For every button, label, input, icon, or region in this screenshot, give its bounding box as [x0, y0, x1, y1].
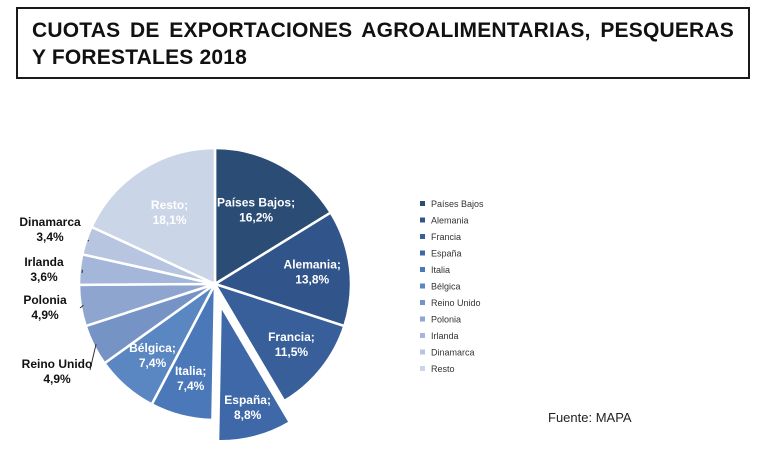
- legend-label-dinamarca: Dinamarca: [431, 348, 475, 358]
- legend-swatch-italia: [420, 267, 425, 272]
- data-label-paises-bajos: Países Bajos; 16,2%: [217, 195, 295, 224]
- legend-swatch-francia: [420, 234, 425, 239]
- legend-swatch-reino-unido: [420, 300, 425, 305]
- data-label-espana: España; 8,8%: [224, 393, 271, 422]
- leader-lines: [79, 239, 97, 371]
- legend-label-paises-bajos: Países Bajos: [431, 199, 484, 209]
- data-label-italia: Italia; 7,4%: [175, 364, 206, 393]
- legend-swatch-paises-bajos: [420, 201, 425, 206]
- data-label-francia: Francia; 11,5%: [268, 330, 315, 359]
- legend: Países Bajos Alemania Francia España Italia B…: [420, 199, 484, 374]
- legend-label-irlanda: Irlanda: [431, 331, 459, 341]
- data-labels: Países Bajos; 16,2% Alemania; 13,8% Francia;…: [19, 195, 341, 421]
- chart-title: CUOTAS DE EXPORTACIONES AGROALIMENTARIAS…: [32, 19, 734, 69]
- source-note: Fuente: MAPA: [548, 410, 632, 425]
- pie-slice-paises-bajos: [213, 146, 333, 287]
- legend-label-alemania: Alemania: [431, 216, 469, 226]
- legend-label-belgica: Bélgica: [431, 282, 461, 292]
- data-label-alemania: Alemania; 13,8%: [284, 257, 341, 286]
- leader-line-polonia: [79, 304, 84, 309]
- legend-swatch-polonia: [420, 316, 425, 322]
- data-label-polonia: Polonia 4,9%: [23, 293, 67, 322]
- legend-label-reino-unido: Reino Unido: [431, 298, 481, 308]
- chart-title-box: CUOTAS DE EXPORTACIONES AGROALIMENTARIAS…: [16, 7, 750, 79]
- legend-label-italia: Italia: [431, 265, 450, 275]
- leader-line-reino-unido: [89, 344, 97, 371]
- legend-swatch-espana: [420, 250, 425, 256]
- legend-swatch-belgica: [420, 283, 425, 289]
- legend-swatch-resto: [420, 366, 425, 371]
- data-label-resto: Resto; 18,1%: [151, 198, 188, 227]
- legend-label-francia: Francia: [431, 232, 461, 242]
- legend-swatch-dinamarca: [420, 349, 425, 355]
- data-label-belgica: Bélgica; 7,4%: [129, 341, 176, 370]
- pie-slices: [77, 146, 353, 443]
- legend-label-resto: Resto: [431, 364, 455, 374]
- pie-slice-alemania: [212, 210, 353, 328]
- data-label-reino-unido: Reino Unido 4,9%: [22, 357, 93, 386]
- legend-label-espana: España: [431, 249, 462, 259]
- legend-swatch-alemania: [420, 217, 425, 223]
- leader-line-dinamarca: [87, 239, 90, 242]
- data-label-dinamarca: Dinamarca 3,4%: [19, 215, 81, 244]
- pie-slice-francia: [212, 281, 346, 403]
- legend-swatch-irlanda: [420, 333, 425, 338]
- pie-slice-espana: [216, 300, 292, 443]
- legend-label-polonia: Polonia: [431, 315, 461, 325]
- data-label-irlanda: Irlanda 3,6%: [24, 255, 64, 284]
- pie-slice-resto: [89, 146, 217, 286]
